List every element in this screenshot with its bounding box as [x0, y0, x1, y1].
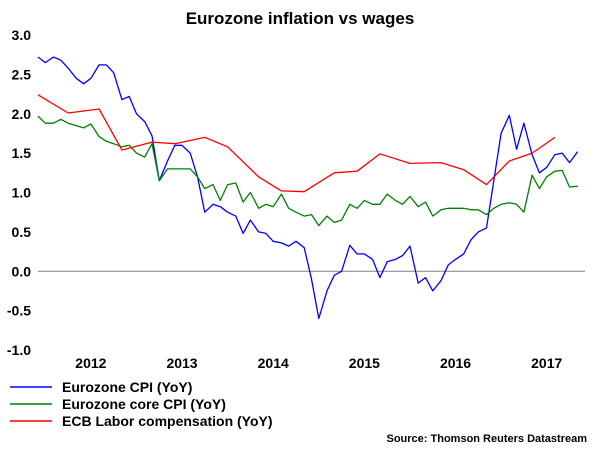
legend-label: Eurozone CPI (YoY) — [62, 379, 192, 395]
series-lines — [37, 56, 579, 320]
series-line-2 — [37, 94, 556, 193]
y-tick-label: 1.0 — [12, 185, 32, 201]
y-axis-ticks: 3.0 2.5 2.0 1.5 1.0 0.5 0.0 -0.5 -1.0 — [7, 27, 31, 358]
y-tick-label: -0.5 — [7, 303, 31, 319]
series-line-0 — [37, 56, 579, 320]
y-tick-label: 0.0 — [12, 263, 32, 279]
y-tick-label: -1.0 — [7, 342, 31, 358]
x-tick-label: 2017 — [531, 355, 562, 371]
x-tick-label: 2015 — [349, 355, 380, 371]
source-note: Source: Thomson Reuters Datastream — [387, 433, 588, 445]
chart-title: Eurozone inflation vs wages — [186, 9, 415, 28]
x-axis-ticks: 2012 2013 2014 2015 2016 2017 — [75, 355, 562, 371]
x-tick-label: 2013 — [166, 355, 197, 371]
y-tick-label: 3.0 — [12, 27, 32, 43]
y-tick-label: 1.5 — [12, 145, 32, 161]
legend: Eurozone CPI (YoY)Eurozone core CPI (YoY… — [10, 379, 273, 429]
legend-label: Eurozone core CPI (YoY) — [62, 396, 226, 412]
x-tick-label: 2012 — [75, 355, 106, 371]
y-tick-label: 2.5 — [12, 66, 32, 82]
x-tick-label: 2014 — [258, 355, 289, 371]
y-tick-label: 2.0 — [12, 106, 32, 122]
series-line-1 — [37, 115, 578, 227]
legend-label: ECB Labor compensation (YoY) — [62, 413, 273, 429]
x-tick-label: 2016 — [440, 355, 471, 371]
y-tick-label: 0.5 — [12, 224, 32, 240]
